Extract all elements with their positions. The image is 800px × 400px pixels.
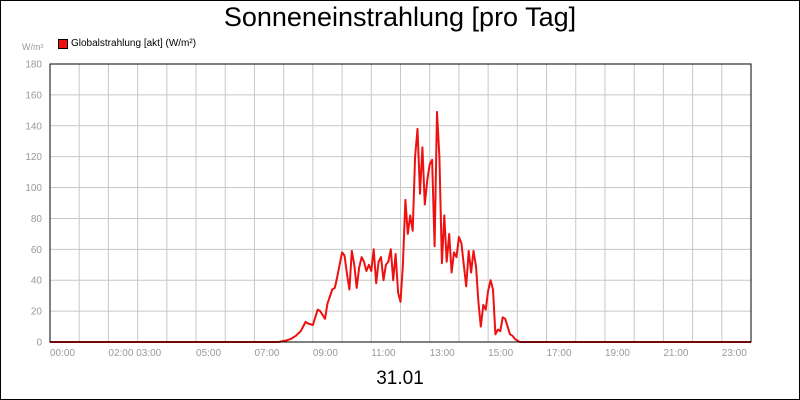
y-tick-label: 140 (25, 121, 42, 132)
y-tick-label: 40 (31, 276, 43, 287)
y-tick-label: 60 (31, 245, 43, 256)
date-label: 31.01 (376, 368, 424, 389)
legend-label: Globalstrahlung [akt] (W/m²) (71, 38, 197, 49)
x-tick-label: 23:00 (722, 348, 747, 359)
x-tick-label: 00:00 (50, 348, 75, 359)
x-tick-label: 17:00 (547, 348, 572, 359)
y-tick-label: 120 (25, 152, 42, 163)
y-tick-label: 180 (25, 60, 42, 71)
x-tick-label: 13:00 (430, 348, 455, 359)
y-tick-label: 80 (31, 214, 43, 225)
x-tick-label: 05:00 (196, 348, 221, 359)
legend-swatch (58, 38, 68, 49)
x-tick-label: 19:00 (605, 348, 630, 359)
x-tick-label: 02:00 03:00 (108, 348, 161, 359)
y-axis-unit-label: W/m² (22, 42, 44, 52)
legend: Globalstrahlung [akt] (W/m²) (58, 38, 196, 49)
y-tick-label: 0 (36, 338, 42, 349)
y-tick-label: 160 (25, 90, 42, 101)
x-tick-label: 21:00 (663, 348, 688, 359)
x-tick-label: 09:00 (313, 348, 338, 359)
y-tick-label: 20 (31, 307, 43, 318)
y-tick-label: 100 (25, 183, 42, 194)
chart-title: Sonneneinstrahlung [pro Tag] (223, 2, 577, 32)
x-tick-label: 11:00 (371, 348, 396, 359)
plot-border (49, 63, 752, 343)
x-tick-label: 15:00 (488, 348, 513, 359)
x-tick-label: 07:00 (254, 348, 279, 359)
